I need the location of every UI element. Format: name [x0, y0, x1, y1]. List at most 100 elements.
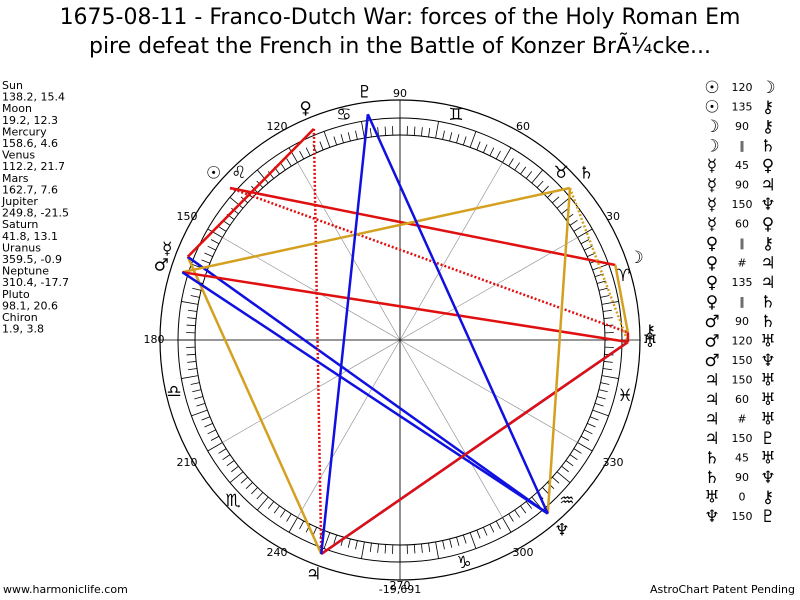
planet-glyph: ♆ [554, 520, 569, 540]
ring-tick [355, 130, 358, 140]
ring-tick [361, 541, 365, 559]
ring-tick [190, 295, 200, 298]
ring-tick [299, 150, 305, 160]
ring-tick [207, 228, 223, 238]
aspect-type: ∥ [739, 140, 745, 153]
ring-tick [226, 460, 235, 467]
ring-tick [514, 509, 520, 518]
spoke [222, 339, 401, 443]
planet-glyph: ☉ [206, 163, 221, 183]
ring-tick [222, 454, 231, 460]
ring-tick [577, 442, 593, 452]
aspect-to: ♅ [760, 371, 775, 391]
aspect-from: ♆ [704, 507, 719, 527]
aspect-line [614, 264, 630, 333]
planet-name: Venus [2, 149, 35, 162]
aspect-to: ♅ [760, 390, 775, 410]
ring-tick [584, 245, 593, 251]
ring-tick [598, 389, 608, 393]
planet-name: Uranus [2, 241, 41, 254]
ring-tick [231, 207, 239, 215]
aspect-from: ♅ [704, 488, 719, 508]
aspect-line [568, 187, 630, 343]
ring-tick [584, 429, 593, 435]
ring-tick [580, 435, 590, 441]
degree-label: 300 [513, 546, 534, 559]
ring-tick [556, 196, 571, 209]
ring-tick [267, 501, 275, 509]
ring-tick [218, 226, 227, 232]
ring-tick [489, 147, 495, 156]
ring-tick [229, 196, 244, 209]
aspect-type: 90 [735, 179, 749, 192]
ring-tick [514, 162, 520, 171]
aspect-to: ♄ [760, 137, 775, 157]
ring-tick [377, 543, 379, 553]
ring-tick [456, 536, 460, 546]
planet-glyph: ☿ [162, 239, 172, 259]
ring-tick [280, 509, 286, 518]
ring-tick [600, 295, 610, 298]
ring-tick [194, 396, 204, 400]
planet-name: Mercury [2, 125, 47, 138]
aspect-type: # [737, 413, 746, 426]
aspect-line [186, 255, 549, 515]
ring-tick [207, 245, 216, 251]
aspect-to: ⚷ [762, 488, 774, 508]
aspect-type: 135 [732, 276, 753, 289]
ring-tick [333, 534, 338, 544]
degree-label: 180 [144, 333, 165, 346]
planet-glyph: ⚷ [644, 322, 656, 342]
aspect-from: ♃ [704, 410, 719, 430]
aspect-line [182, 270, 629, 344]
ring-tick [600, 382, 610, 385]
ring-tick [288, 147, 298, 163]
planet-position: 138.2, 15.4 [2, 91, 65, 104]
ring-tick [286, 158, 292, 167]
ring-tick [442, 130, 445, 140]
aspect-from: ♀ [706, 234, 718, 254]
zodiac-sign: ♓ [617, 386, 632, 406]
planet-glyph: ♄ [579, 163, 594, 183]
aspect-from: ♃ [704, 429, 719, 449]
planet-glyph: ♇ [357, 82, 372, 102]
zodiac-sign: ♎ [166, 382, 181, 402]
ring-tick [201, 259, 211, 264]
spoke [399, 339, 578, 443]
aspect-to: ♅ [760, 332, 775, 352]
aspect-type: 120 [732, 335, 753, 348]
aspect-from: ♀ [706, 254, 718, 274]
aspect-type: 150 [732, 198, 753, 211]
planet-name: Sun [2, 79, 23, 92]
ring-tick [565, 460, 574, 467]
ring-tick [442, 540, 445, 550]
aspect-from: ♀ [706, 273, 718, 293]
ring-tick [569, 220, 578, 226]
ring-tick [187, 317, 197, 319]
degree-label: 90 [393, 87, 407, 100]
aspect-to: ♀ [762, 215, 774, 235]
ring-tick [256, 496, 269, 511]
aspect-from: ♂ [704, 312, 719, 332]
aspect-to: ♇ [760, 507, 775, 527]
title-line: 1675-08-11 - Franco-Dutch War: forces of… [60, 5, 741, 30]
ring-tick [428, 128, 431, 138]
ring-tick [561, 465, 569, 473]
ring-tick [369, 542, 372, 552]
ring-tick [204, 423, 213, 428]
ring-tick [196, 402, 206, 407]
ring-tick [601, 301, 619, 305]
aspect-to: ♅ [760, 449, 775, 469]
ring-tick [323, 532, 331, 549]
aspect-type: 90 [735, 471, 749, 484]
ring-tick [476, 529, 481, 539]
aspect-to: ♅ [760, 410, 775, 430]
ring-tick [569, 454, 578, 460]
ring-tick [592, 409, 609, 417]
aspect-from: ♀ [706, 293, 718, 313]
ring-tick [601, 375, 619, 379]
spoke [297, 339, 401, 518]
aspect-type: 135 [732, 101, 753, 114]
ring-tick [192, 287, 202, 291]
